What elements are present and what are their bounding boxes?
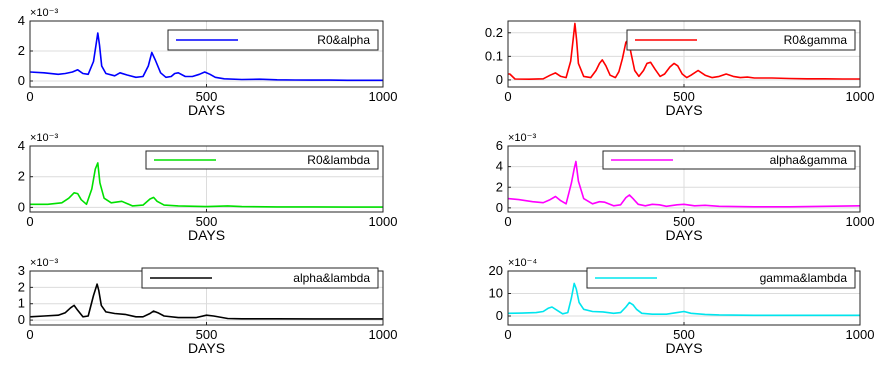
x-axis-label: DAYS (665, 227, 702, 243)
x-axis-label: DAYS (188, 227, 225, 243)
x-tick-label: 1000 (846, 327, 875, 342)
x-tick-label: 0 (26, 89, 33, 104)
y-tick-label: 2 (18, 169, 25, 184)
x-tick-label: 0 (504, 327, 511, 342)
x-tick-label: 1000 (846, 89, 875, 104)
x-tick-label: 0 (504, 89, 511, 104)
y-tick-label: 0 (496, 308, 503, 323)
chart-panel-2: 0 500 1000 0 0.1 0.2 DAYS R0&gamma (485, 20, 875, 118)
x-axis-label: DAYS (188, 102, 225, 118)
legend: gamma&lambda (586, 267, 856, 289)
legend-box (141, 267, 379, 289)
y-tick-label: 1 (18, 296, 25, 311)
legend-box (145, 150, 379, 170)
y-tick-label: 2 (18, 43, 25, 58)
y-tick-label: 0 (496, 200, 503, 215)
y-tick-label: 0.2 (485, 25, 503, 40)
series-line-R0&gamma (508, 22, 860, 80)
x-tick-label: 1000 (369, 327, 398, 342)
series-line-alpha&gamma (507, 160, 861, 208)
legend-label: R0&gamma (784, 33, 848, 47)
x-tick-label: 500 (673, 89, 695, 104)
x-tick-label: 500 (673, 214, 695, 229)
legend-box (602, 150, 856, 170)
x-tick-label: 1000 (846, 214, 875, 229)
series-line-R0&alpha (29, 32, 383, 82)
legend: alpha&lambda (141, 267, 379, 289)
x-tick-label: 500 (673, 327, 695, 342)
y-axis-multiplier: ×10⁻³ (30, 7, 58, 19)
legend: R0&lambda (145, 150, 379, 170)
x-axis-label: DAYS (188, 340, 225, 356)
y-tick-label: 20 (489, 263, 503, 278)
y-tick-label: 10 (489, 286, 503, 301)
y-tick-label: 0 (18, 199, 25, 214)
y-tick-label: 4 (496, 159, 503, 174)
y-tick-label: 2 (18, 279, 25, 294)
y-axis-multiplier: ×10⁻³ (30, 257, 58, 269)
legend-box (167, 29, 379, 51)
legend-label: R0&lambda (307, 153, 370, 167)
series-line-gamma&lambda (507, 282, 860, 317)
legend: R0&alpha (167, 29, 379, 51)
y-tick-label: 0 (18, 312, 25, 327)
y-tick-label: 4 (18, 13, 25, 28)
x-tick-label: 0 (26, 214, 33, 229)
y-tick-label: 4 (18, 138, 25, 153)
chart-panel-4: 0 500 1000 0 2 4 6 ×10⁻³ DAYS alpha&gamma (496, 132, 875, 243)
x-tick-label: 0 (26, 327, 33, 342)
x-tick-label: 500 (196, 89, 218, 104)
y-tick-label: 0 (496, 72, 503, 87)
y-axis-multiplier: ×10⁻³ (508, 132, 536, 144)
y-tick-label: 6 (496, 138, 503, 153)
x-tick-label: 500 (196, 327, 218, 342)
series-line-R0&lambda (30, 162, 383, 208)
legend-label: gamma&lambda (760, 271, 848, 285)
legend: alpha&gamma (602, 150, 856, 170)
chart-panel-6: 0 500 1000 0 10 20 ×10⁻⁴ DAYS gamma&lambda (489, 257, 875, 356)
y-tick-label: 3 (18, 263, 25, 278)
legend: R0&gamma (626, 29, 856, 51)
y-tick-label: 0.1 (485, 48, 503, 63)
legend-label: alpha&lambda (293, 271, 370, 285)
y-tick-label: 2 (496, 179, 503, 194)
chart-panel-1: 0 500 1000 0 2 4 ×10⁻³ DAYS R0&alpha (18, 7, 398, 118)
legend-label: R0&alpha (317, 33, 370, 47)
legend-box (586, 267, 856, 289)
x-tick-label: 0 (504, 214, 511, 229)
x-axis-label: DAYS (665, 340, 702, 356)
y-axis-multiplier: ×10⁻⁴ (508, 257, 537, 269)
chart-panel-3: 0 500 1000 0 2 4 ×10⁻³ DAYS R0&lambda (18, 132, 398, 243)
legend-label: alpha&gamma (770, 153, 848, 167)
legend-box (626, 29, 856, 51)
x-tick-label: 1000 (369, 89, 398, 104)
x-tick-label: 500 (196, 214, 218, 229)
x-tick-label: 1000 (369, 214, 398, 229)
series-line-alpha&lambda (29, 283, 383, 320)
y-tick-label: 0 (18, 73, 25, 88)
y-axis-multiplier: ×10⁻³ (30, 132, 58, 144)
x-axis-label: DAYS (665, 102, 702, 118)
